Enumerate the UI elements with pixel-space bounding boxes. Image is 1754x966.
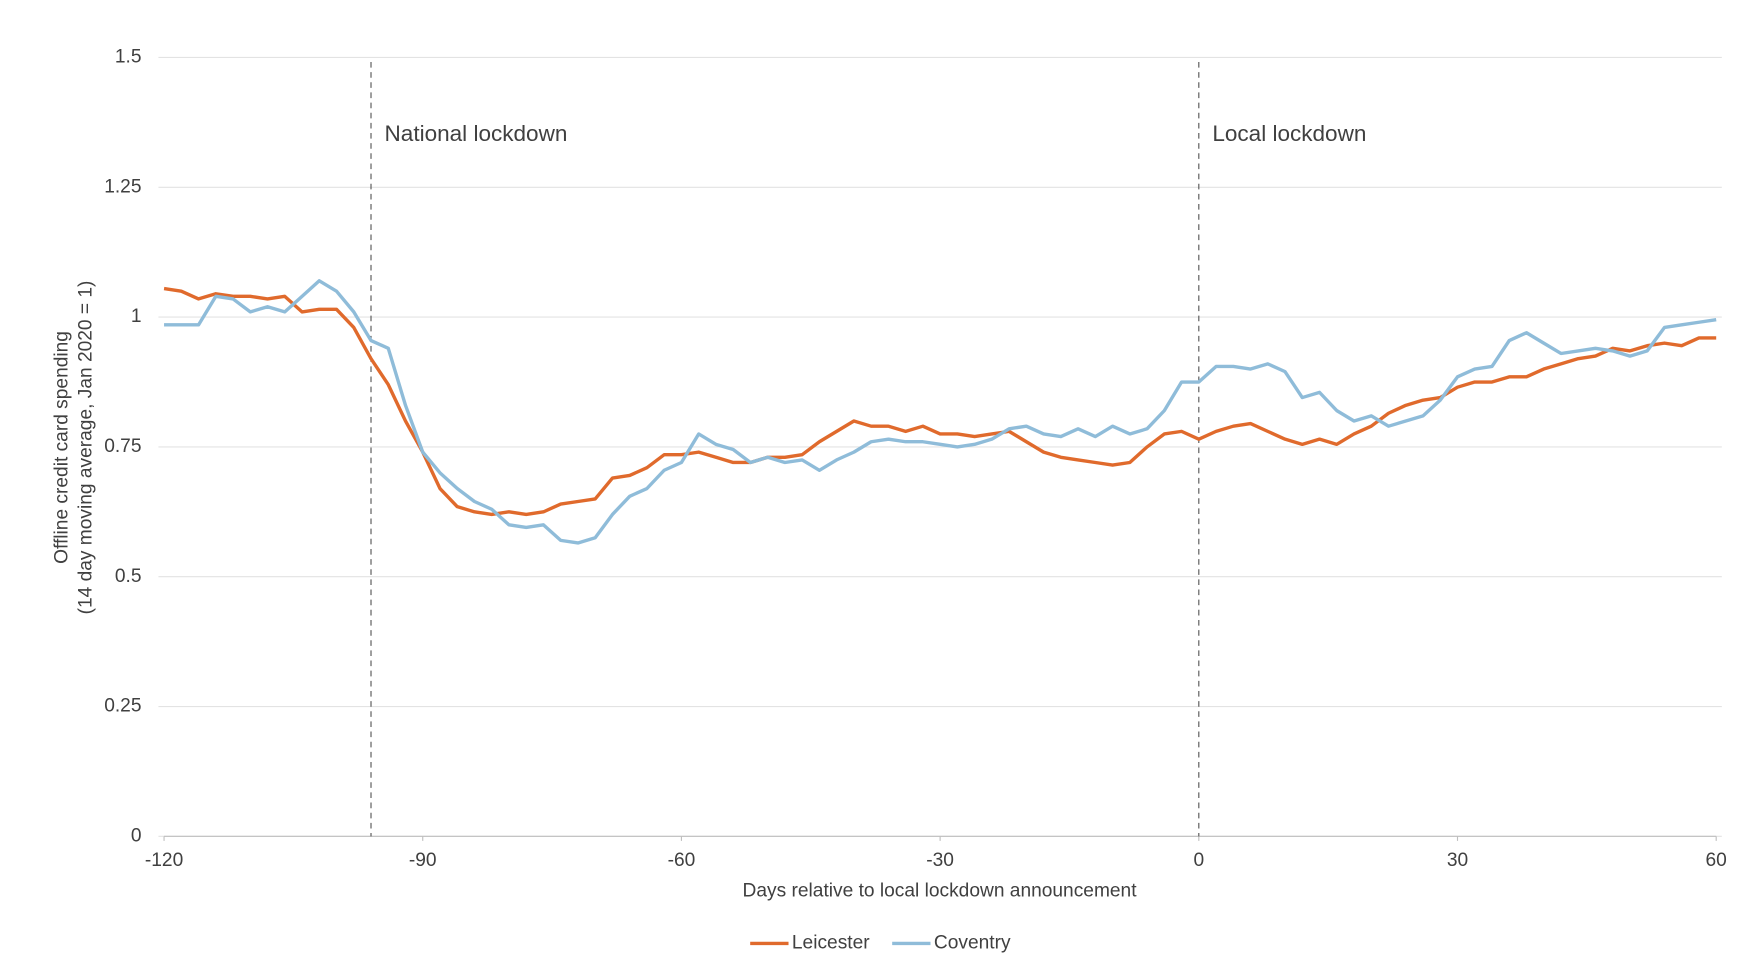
legend-item: Leicester — [750, 933, 870, 954]
y-tick-label: 0.25 — [104, 696, 141, 717]
event-label: National lockdown — [385, 121, 568, 146]
event-label: Local lockdown — [1212, 121, 1366, 146]
y-axis-label-line: Offline credit card spending — [52, 331, 73, 564]
y-axis-label: Offline credit card spending (14 day mov… — [52, 281, 97, 615]
x-tick-label: -90 — [409, 850, 437, 871]
legend-label: Coventry — [934, 933, 1011, 954]
legend-label: Leicester — [792, 933, 870, 954]
y-tick-label: 1.5 — [115, 47, 142, 68]
x-tick-label: -120 — [145, 850, 183, 871]
x-tick-label: -60 — [668, 850, 696, 871]
y-axis-label-line: (14 day moving average, Jan 2020 = 1) — [75, 281, 96, 615]
x-axis-label: Days relative to local lockdown announce… — [743, 881, 1138, 902]
legend-item: Coventry — [892, 933, 1011, 954]
legend: Leicester Coventry — [750, 933, 1011, 954]
x-tick-label: 30 — [1447, 850, 1468, 871]
x-tick-label: 0 — [1193, 850, 1204, 871]
y-tick-label: 0 — [131, 825, 142, 846]
y-tick-label: 0.75 — [104, 436, 141, 457]
x-tick-label: 60 — [1706, 850, 1727, 871]
x-tick-label: -30 — [926, 850, 954, 871]
series-line — [164, 279, 1717, 545]
y-tick-label: 1.25 — [104, 176, 141, 197]
y-tick-label: 1 — [131, 306, 142, 327]
series-line — [163, 286, 1717, 517]
y-tick-label: 0.5 — [115, 566, 142, 587]
